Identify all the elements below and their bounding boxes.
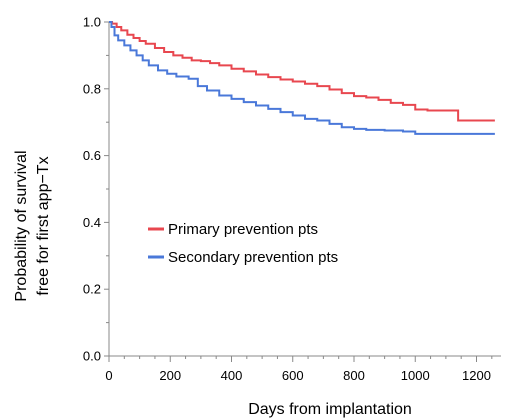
- x-tick-label: 800: [343, 368, 365, 383]
- y-tick-label: 1.0: [83, 15, 101, 30]
- series-line-primary: [109, 21, 495, 122]
- x-tick-label: 0: [105, 368, 112, 383]
- y-tick-label: 0.8: [83, 81, 101, 96]
- series-layer: [109, 21, 495, 135]
- legend-label: Primary prevention pts: [168, 221, 318, 238]
- y-ticks: 0.0 0.2 0.4 0.6 0.8 1.0: [83, 15, 109, 364]
- x-axis-title: Days from implantation: [248, 401, 412, 418]
- series-line-secondary: [109, 21, 495, 135]
- y-tick-label: 0.0: [83, 349, 101, 364]
- x-tick-label: 1200: [462, 368, 491, 383]
- legend-label: Secondary prevention pts: [168, 249, 338, 266]
- y-axis-title-line-1: Probability of survival: [13, 150, 30, 301]
- y-tick-label: 0.2: [83, 282, 101, 297]
- x-tick-label: 200: [159, 368, 181, 383]
- x-tick-label: 1000: [401, 368, 430, 383]
- x-tick-label: 600: [282, 368, 304, 383]
- axes: 0.0 0.2 0.4 0.6 0.8 1.0 0 200 400 600 800 1000 1200: [83, 15, 501, 383]
- x-ticks: 0 200 400 600 800 1000 1200: [105, 356, 493, 383]
- y-axis-title: Probability of survival free for first a…: [13, 150, 52, 301]
- legend: Primary prevention pts Secondary preventi…: [148, 221, 338, 266]
- y-axis-title-line-2: free for first app−Tx: [35, 156, 52, 295]
- y-tick-label: 0.6: [83, 148, 101, 163]
- x-tick-label: 400: [221, 368, 243, 383]
- y-tick-label: 0.4: [83, 215, 101, 230]
